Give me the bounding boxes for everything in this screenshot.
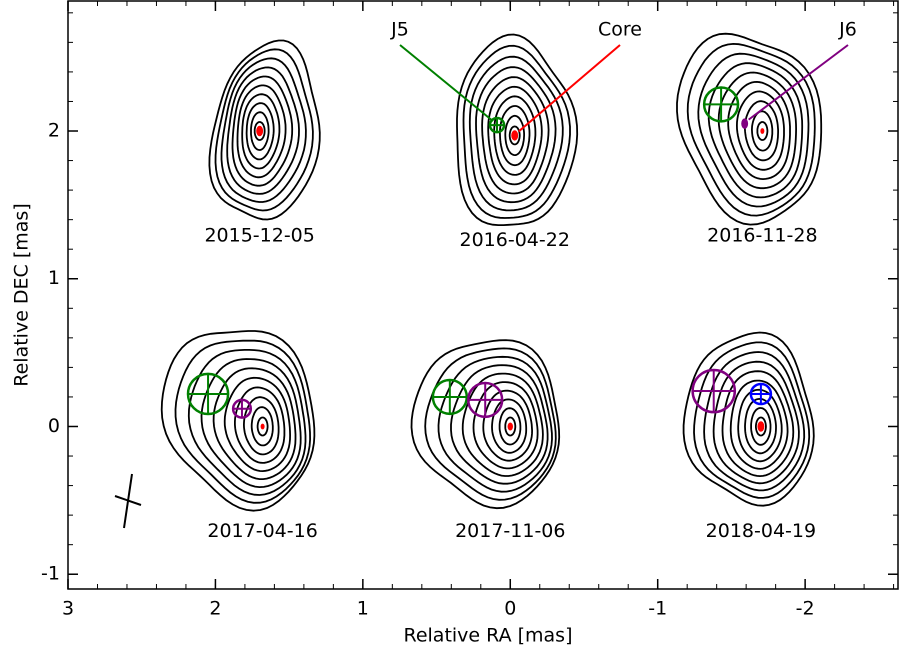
contour bbox=[187, 349, 307, 496]
x-axis-label: Relative RA [mas] bbox=[403, 625, 572, 647]
epoch-label: 2018-04-19 bbox=[706, 520, 816, 542]
contour bbox=[697, 52, 810, 208]
y-tick-label: 1 bbox=[48, 267, 60, 289]
annotation-line bbox=[748, 44, 849, 121]
contour bbox=[450, 364, 549, 485]
contour bbox=[693, 341, 811, 499]
contour bbox=[223, 376, 292, 473]
epoch-label: 2017-04-16 bbox=[207, 520, 317, 542]
contour bbox=[220, 57, 307, 203]
contour bbox=[472, 381, 539, 470]
x-tick-label: 1 bbox=[357, 598, 369, 620]
contour bbox=[234, 386, 286, 464]
contour bbox=[250, 111, 270, 151]
contour bbox=[491, 398, 528, 454]
x-tick-label: 3 bbox=[62, 598, 74, 620]
contour bbox=[214, 48, 314, 212]
contour bbox=[208, 39, 321, 221]
contour bbox=[461, 372, 544, 477]
contour bbox=[468, 55, 564, 212]
contour bbox=[729, 379, 789, 470]
contour bbox=[508, 125, 521, 146]
annotation: J6 bbox=[838, 19, 857, 41]
epoch-label: 2016-11-28 bbox=[707, 225, 817, 247]
contour bbox=[481, 76, 550, 195]
contour bbox=[727, 80, 791, 181]
contour bbox=[717, 71, 798, 190]
contour bbox=[456, 33, 579, 226]
contour bbox=[755, 416, 767, 437]
contour bbox=[682, 331, 815, 507]
contour bbox=[504, 114, 525, 156]
contour bbox=[475, 66, 557, 204]
contour bbox=[245, 102, 275, 161]
component bbox=[741, 118, 749, 129]
contour bbox=[735, 90, 785, 171]
annotation-line bbox=[399, 44, 494, 122]
annotation: Core bbox=[598, 19, 642, 41]
contour bbox=[410, 339, 561, 510]
contour bbox=[493, 95, 537, 176]
x-tick-label: 2 bbox=[209, 598, 221, 620]
epoch-label: 2017-11-06 bbox=[455, 520, 565, 542]
y-tick-label: 0 bbox=[48, 415, 60, 437]
contour bbox=[226, 66, 300, 195]
component bbox=[511, 130, 519, 141]
contour bbox=[256, 416, 269, 437]
contour bbox=[750, 110, 774, 152]
component bbox=[507, 422, 513, 431]
x-tick-label: 0 bbox=[504, 598, 516, 620]
component bbox=[256, 125, 264, 137]
contour bbox=[160, 330, 316, 512]
y-tick-label: -1 bbox=[41, 563, 60, 585]
contour bbox=[487, 85, 543, 186]
contour bbox=[703, 351, 806, 492]
contour bbox=[200, 358, 302, 489]
contour bbox=[242, 396, 280, 456]
epoch-label: 2016-04-22 bbox=[459, 229, 569, 251]
contour bbox=[212, 367, 297, 480]
x-tick-label: -1 bbox=[648, 598, 667, 620]
contour bbox=[504, 416, 517, 437]
contour bbox=[707, 62, 804, 199]
component bbox=[260, 423, 265, 430]
contour bbox=[712, 360, 800, 485]
epoch-label: 2015-12-05 bbox=[204, 225, 314, 247]
contour bbox=[424, 347, 557, 501]
contour bbox=[462, 44, 571, 219]
contour bbox=[498, 407, 522, 446]
contour bbox=[750, 407, 772, 446]
component bbox=[757, 421, 765, 432]
component bbox=[760, 128, 765, 134]
contour bbox=[686, 42, 816, 217]
contour bbox=[236, 84, 287, 179]
contour bbox=[241, 93, 281, 170]
contour bbox=[676, 32, 823, 226]
x-tick-label: -2 bbox=[796, 598, 815, 620]
contour bbox=[231, 75, 294, 187]
contour bbox=[253, 121, 266, 141]
y-axis-label: Relative DEC [mas] bbox=[11, 203, 33, 386]
contour bbox=[498, 105, 531, 167]
contour bbox=[482, 389, 534, 462]
y-tick-label: 2 bbox=[48, 120, 60, 142]
annotation: J5 bbox=[390, 19, 409, 41]
annotation-line bbox=[518, 44, 621, 133]
contour bbox=[721, 370, 795, 478]
contour bbox=[250, 406, 274, 447]
plot-frame bbox=[67, 0, 899, 590]
contour bbox=[174, 339, 312, 504]
contour bbox=[437, 355, 553, 493]
contour bbox=[756, 121, 769, 141]
beam bbox=[114, 473, 142, 529]
